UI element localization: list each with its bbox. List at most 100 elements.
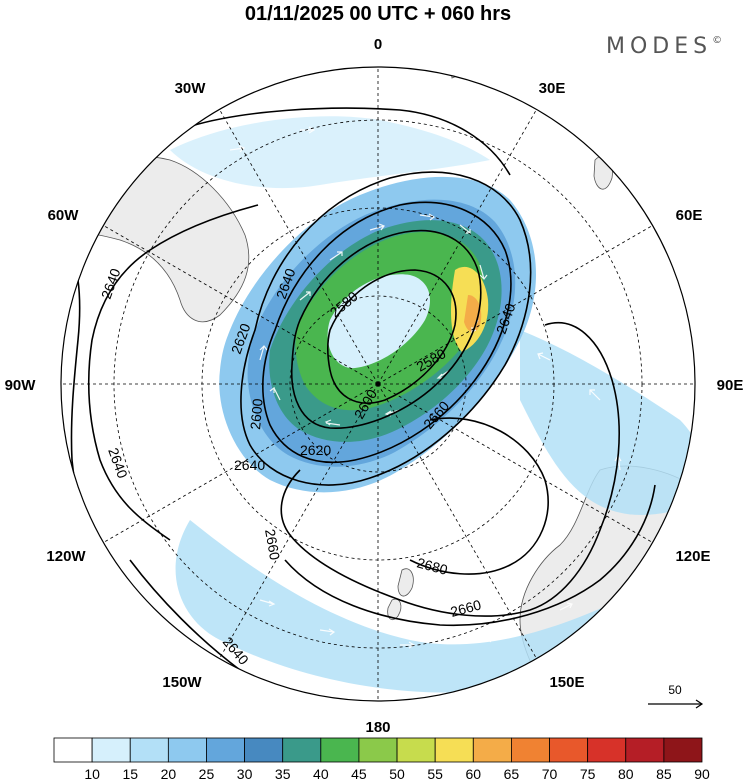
colorbar-swatch (587, 737, 627, 763)
wind-vector (559, 602, 573, 611)
colorbar-swatch (549, 737, 589, 763)
reference-vector-label: 50 (668, 683, 682, 697)
colorbar-swatch (167, 737, 207, 763)
lon-label-150w: 150W (162, 674, 202, 691)
colorbar-tick-label: 55 (427, 766, 443, 782)
colorbar-swatch (663, 737, 703, 763)
graticule (61, 67, 695, 701)
latitude-circle (289, 295, 467, 473)
copyright-mark: © (712, 35, 727, 46)
colorbar-swatch (91, 737, 131, 763)
wind-vector (299, 291, 311, 301)
colorbar-swatch (129, 737, 169, 763)
lon-label-30e: 30E (539, 80, 566, 97)
contour-label: 2660 (449, 596, 483, 620)
wind-band-atlantic (170, 116, 490, 189)
wind-vector (589, 389, 601, 401)
colorbar-swatch (244, 737, 284, 763)
colorbar-swatch (206, 737, 245, 763)
colorbar-tick-label: 65 (504, 766, 520, 782)
colorbar-swatch (396, 737, 436, 763)
colorbar-tick-label: 85 (656, 766, 672, 782)
lon-label-90w: 90W (5, 377, 37, 394)
colorbar-tick-label: 50 (389, 766, 405, 782)
meridian (219, 383, 379, 659)
colorbar-tick-label: 75 (580, 766, 596, 782)
colorbar-tick-label: 40 (313, 766, 329, 782)
lon-label-0: 0 (374, 36, 382, 53)
modes-logo: MODES© (606, 34, 727, 59)
colorbar-ticks: 10 15 20 25 30 35 40 45 50 55 60 65 70 75 80 85 90 (84, 766, 710, 782)
colorbar-tick-label: 20 (161, 766, 177, 782)
wind-vector (479, 264, 488, 280)
wind-vector (259, 599, 276, 607)
meridian (377, 109, 537, 385)
contour-2600 (290, 229, 482, 429)
contour-labels: 2640 2640 2580 2620 2600 2580 2640 2600 … (98, 266, 519, 668)
meridian (377, 383, 537, 659)
meridian (377, 383, 653, 543)
south-pole-marker (375, 381, 381, 387)
longitude-labels: 0 30E 60E 90E 120E 150E 180 150W 120W 90… (5, 36, 744, 736)
wind-vector (324, 419, 341, 426)
lon-label-90e: 90E (717, 377, 744, 394)
colorbar-tick-label: 90 (694, 766, 710, 782)
contour-2620 (262, 201, 512, 464)
meridian (103, 383, 379, 543)
reference-arrowhead-icon (695, 699, 704, 709)
wind-band-indian-ocean (520, 330, 695, 515)
colorbar-tick-label: 35 (275, 766, 291, 782)
colorbar-tick-label: 10 (84, 766, 100, 782)
colorbar-swatch (625, 737, 665, 763)
lon-label-120e: 120E (675, 548, 710, 565)
wind-vector (537, 352, 551, 361)
reference-vector: 50 (648, 683, 704, 709)
lon-label-60w: 60W (48, 207, 80, 224)
contour-label: 2640 (234, 457, 265, 473)
contour-label: 2620 (300, 442, 331, 458)
contour-2580-inner (326, 269, 457, 404)
colorbar-swatch (358, 737, 398, 763)
lon-label-150e: 150E (549, 674, 584, 691)
lon-label-60e: 60E (676, 207, 703, 224)
meridian (103, 225, 379, 385)
colorbar-swatch (53, 737, 93, 763)
colorbar-tick-label: 30 (237, 766, 253, 782)
colorbar-tick-label: 45 (351, 766, 367, 782)
colorbar-tick-label: 15 (122, 766, 138, 782)
colorbar-tick-label: 70 (542, 766, 558, 782)
contour-2640-jet (240, 171, 532, 486)
colorbar-swatch (472, 737, 512, 763)
wind-vector (319, 628, 336, 636)
contour-label: 2660 (262, 528, 283, 562)
map-disc: 2640 2640 2580 2620 2600 2580 2640 2600 … (61, 67, 695, 701)
colorbar-swatch (320, 737, 360, 763)
colorbar-swatch (434, 737, 474, 763)
colorbar-swatch (511, 737, 550, 763)
colorbar-tick-label: 60 (466, 766, 482, 782)
colorbar-tick-label: 80 (618, 766, 634, 782)
contour-2660-south (284, 484, 656, 627)
brand-text: MODES (606, 34, 712, 59)
contour-2680 (409, 417, 549, 575)
lon-label-180: 180 (365, 719, 390, 736)
colorbar (53, 737, 703, 763)
map-boundary (60, 66, 696, 702)
wind-vector (269, 386, 281, 401)
wind-vector (479, 635, 496, 643)
lon-label-30w: 30W (175, 80, 207, 97)
meridian (219, 109, 379, 385)
colorbar-tick-label: 25 (199, 766, 215, 782)
contour-label: 2680 (415, 554, 449, 578)
wind-vector (400, 641, 416, 649)
contour-label: 2600 (247, 398, 266, 431)
wind-vector (259, 345, 268, 361)
colorbar-swatch (282, 737, 322, 763)
contour-2660-east (280, 322, 620, 617)
polar-vortex-center (327, 274, 430, 369)
lon-label-120w: 120W (46, 548, 86, 565)
wind-vector (459, 224, 471, 234)
meridian (377, 225, 653, 385)
map-title: 01/11/2025 00 UTC + 060 hrs (245, 3, 511, 25)
wind-vector (369, 223, 385, 231)
